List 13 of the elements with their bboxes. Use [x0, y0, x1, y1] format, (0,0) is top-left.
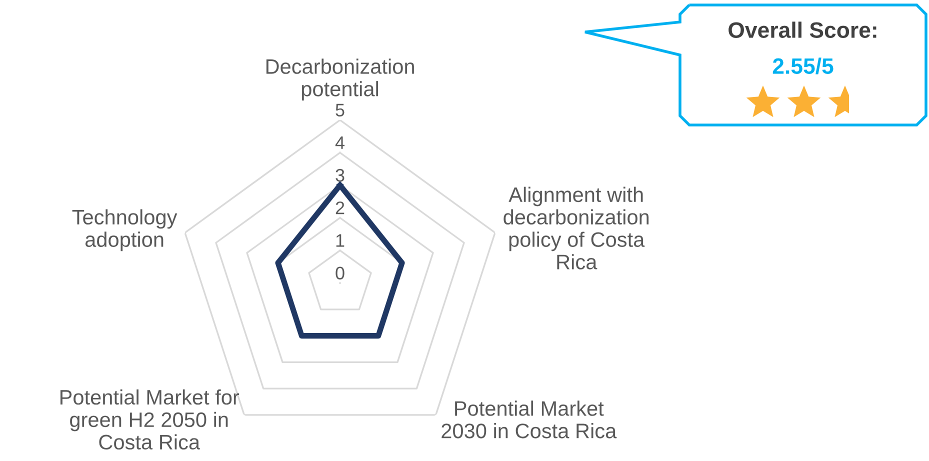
y-tick-label: 4 — [335, 136, 345, 149]
y-tick-label: 0 — [336, 266, 344, 280]
y-tick-label: 2 — [336, 201, 344, 214]
y-tick-label: 5 — [336, 104, 344, 116]
spoke-label: Potential Market for green H2 2050 in Costa Rica — [60, 389, 240, 450]
y-tick-label: 3 — [336, 168, 344, 182]
spoke-label: Potential Market 2030 in Costa Rica — [442, 400, 617, 438]
spoke-label: Alignment with decarbonization policy of Costa Rica — [504, 186, 649, 270]
spoke-label: Decarbonization potential — [266, 58, 414, 100]
text: 2.55/5 — [772, 58, 834, 74]
text: Overall Score: — [728, 22, 876, 38]
spoke-label: Technology adoption — [72, 209, 178, 252]
y-tick-label: 1 — [336, 234, 344, 247]
